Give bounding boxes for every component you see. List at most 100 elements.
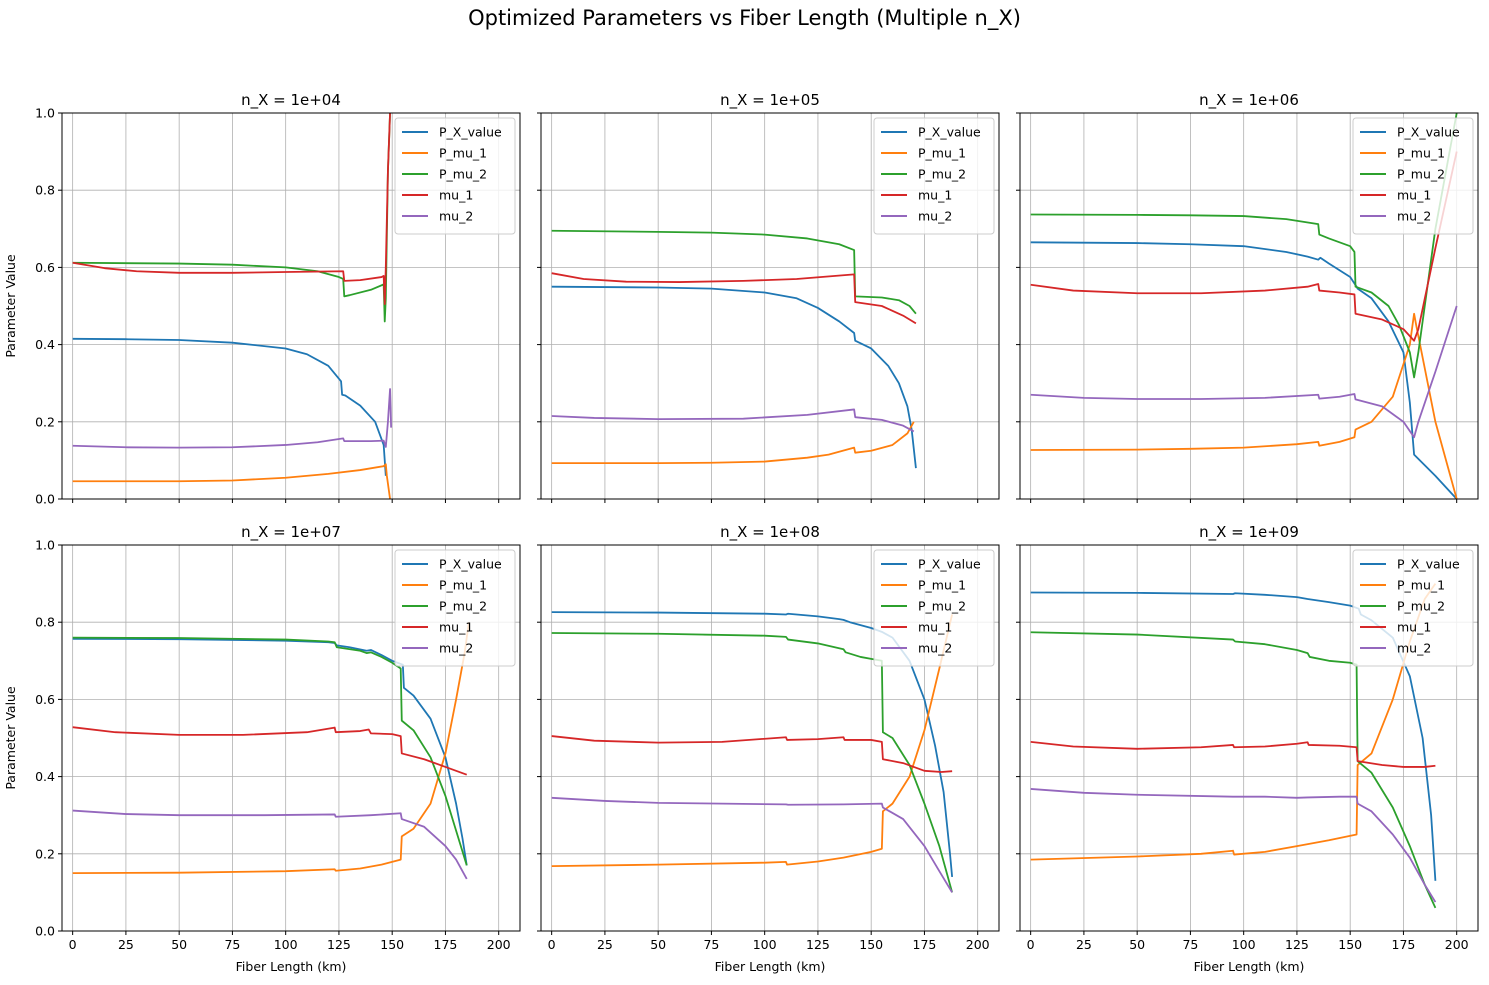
series-line-p-x-value [72, 337, 387, 476]
series-line-p-mu-2 [72, 636, 468, 866]
axes-frame [61, 544, 521, 932]
subplot-title: n_X = 1e+09 [1199, 523, 1299, 542]
series-line-p-x-value [1030, 591, 1437, 881]
legend-label: P_X_value [439, 125, 502, 140]
series-line-mu-1 [1030, 151, 1458, 342]
series-line-p-mu-2 [551, 229, 917, 315]
axes-frame [1019, 112, 1479, 500]
x-tick-label: 75 [703, 937, 719, 952]
series-line-mu-1 [72, 726, 468, 776]
y-axis-label: Parameter Value [3, 254, 18, 358]
legend-box [1352, 549, 1474, 667]
legend-label: mu_1 [1397, 620, 1431, 635]
legend-box [394, 549, 516, 667]
subplot-5: 0 25 50 75 100 125 150 175 200 n_X = 1e+08 Fiber L… [537, 523, 1000, 974]
series-line-mu-1 [1030, 740, 1436, 768]
x-tick-label: 50 [1129, 937, 1145, 952]
legend-label: mu_2 [439, 641, 473, 656]
legend: P_X_value P_mu_1 P_mu_2 mu_1 mu_2 [1352, 117, 1474, 235]
x-tick-label: 125 [1285, 937, 1309, 952]
legend-label: mu_1 [1397, 188, 1431, 203]
y-tick-label: 0.8 [35, 615, 55, 630]
legend-label: mu_1 [918, 188, 952, 203]
x-tick-label: 0 [548, 937, 556, 952]
series-line-p-x-value [551, 611, 954, 878]
subplot-title: n_X = 1e+05 [720, 91, 820, 110]
x-tick-label: 100 [274, 937, 298, 952]
series-line-mu-2 [1030, 788, 1437, 903]
legend-label: P_X_value [1397, 125, 1460, 140]
subplot-6: 0 25 50 75 100 125 150 175 200 n_X = 1e+09 Fiber L… [1016, 523, 1479, 974]
series-group [72, 113, 393, 499]
y-tick-label: 0.4 [35, 769, 55, 784]
legend-label: mu_1 [439, 188, 473, 203]
series-line-p-mu-1 [72, 622, 470, 874]
series-line-p-mu-2 [551, 632, 953, 893]
figure-title: Optimized Parameters vs Fiber Length (Mu… [468, 6, 1021, 30]
series-group [551, 611, 954, 893]
legend-label: P_mu_1 [1397, 578, 1445, 593]
legend-label: mu_2 [918, 209, 952, 224]
legend: P_X_value P_mu_1 P_mu_2 mu_1 mu_2 [394, 117, 516, 235]
series-line-mu-2 [551, 796, 953, 893]
x-tick-label: 150 [1338, 937, 1362, 952]
y-axis-label: Parameter Value [3, 686, 18, 790]
x-axis-label: Fiber Length (km) [715, 959, 826, 974]
legend-box [394, 117, 516, 235]
legend-label: P_X_value [439, 557, 502, 572]
x-tick-label: 100 [753, 937, 777, 952]
legend-label: P_mu_2 [918, 167, 966, 182]
legend-label: P_mu_2 [1397, 599, 1445, 614]
legend-label: P_mu_2 [1397, 167, 1445, 182]
y-tick-label: 1.0 [35, 106, 55, 121]
x-tick-label: 175 [1392, 937, 1416, 952]
x-tick-label: 200 [1445, 937, 1469, 952]
axes-frame [1019, 544, 1479, 932]
subplot-3: n_X = 1e+06 P_X_value P_mu_1 P_mu_2 mu_1 mu_2 [1016, 91, 1479, 503]
subplot-1: 0.0 0.2 0.4 0.6 0.8 1.0 n_X = 1e+04 Parameter V… [3, 91, 521, 507]
x-tick-label: 175 [913, 937, 937, 952]
y-tick-label: 1.0 [35, 538, 55, 553]
x-tick-label: 0 [69, 937, 77, 952]
x-tick-label: 200 [966, 937, 990, 952]
series-line-p-mu-1 [551, 421, 915, 464]
series-group [1030, 113, 1458, 499]
legend-box [873, 117, 995, 235]
axes-frame [61, 112, 521, 500]
series-line-mu-1 [551, 735, 953, 773]
legend-box [873, 549, 995, 667]
x-axis-label: Fiber Length (km) [1194, 959, 1305, 974]
legend: P_X_value P_mu_1 P_mu_2 mu_1 mu_2 [394, 549, 516, 667]
legend-label: mu_2 [918, 641, 952, 656]
y-tick-label: 0.0 [35, 924, 55, 939]
legend: P_X_value P_mu_1 P_mu_2 mu_1 mu_2 [1352, 549, 1474, 667]
series-line-p-mu-2 [72, 113, 391, 323]
series-line-mu-1 [551, 272, 917, 325]
series-group [551, 229, 917, 469]
series-line-p-mu-1 [72, 463, 391, 499]
legend-label: mu_2 [439, 209, 473, 224]
subplot-title: n_X = 1e+04 [241, 91, 341, 110]
legend-label: mu_2 [1397, 641, 1431, 656]
y-tick-label: 0.2 [35, 846, 55, 861]
legend-label: P_mu_1 [918, 146, 966, 161]
legend-label: P_mu_1 [439, 146, 487, 161]
x-tick-label: 25 [1076, 937, 1092, 952]
series-line-mu-2 [1030, 305, 1458, 439]
series-line-p-mu-2 [1030, 113, 1458, 379]
y-tick-label: 0.8 [35, 183, 55, 198]
series-line-mu-2 [72, 809, 468, 880]
y-tick-label: 0.0 [35, 492, 55, 507]
series-line-p-x-value [551, 285, 917, 469]
legend-label: P_X_value [918, 125, 981, 140]
y-tick-label: 0.6 [35, 692, 55, 707]
subplot-title: n_X = 1e+06 [1199, 91, 1299, 110]
legend-label: P_mu_2 [439, 599, 487, 614]
series-line-mu-1 [72, 113, 391, 305]
x-tick-label: 25 [597, 937, 613, 952]
x-tick-label: 50 [650, 937, 666, 952]
y-tick-label: 0.2 [35, 414, 55, 429]
series-line-p-x-value [1030, 241, 1458, 499]
